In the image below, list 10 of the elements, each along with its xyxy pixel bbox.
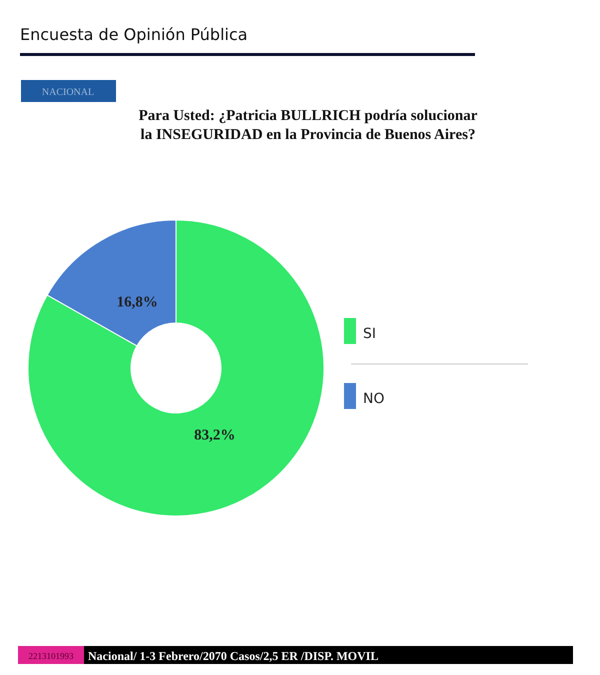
- text: 2213101993: [28, 651, 74, 661]
- text: Encuesta de Opinión Pública: [20, 25, 248, 44]
- legend-label: SI: [363, 326, 376, 342]
- chart-title: Para Usted: ¿Patricia BULLRICH podría solucionar la INSEGURIDAD en la Provincia de Buenos Aires?: [138, 108, 478, 143]
- donut-slice: [28, 220, 324, 516]
- text: NACIONAL: [42, 87, 94, 98]
- legend-label: NO: [363, 391, 384, 407]
- text: Nacional/ 1-3 Febrero/2070 Casos/2,5 ER /DISP. MOVIL: [88, 649, 378, 663]
- data-label: 83,2%: [194, 428, 236, 444]
- data-label: 16,8%: [116, 294, 158, 310]
